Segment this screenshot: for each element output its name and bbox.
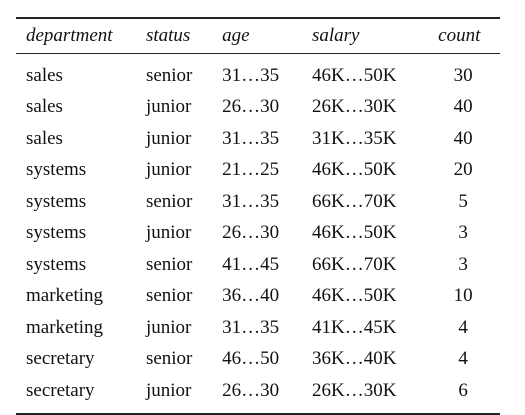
cell-salary: 41K…45K	[311, 316, 397, 338]
cell-department: secretary	[26, 379, 95, 401]
cell-age: 31…35	[222, 190, 280, 212]
cell-salary: 26K…30K	[311, 379, 397, 401]
cell-salary: 66K…70K	[311, 253, 397, 275]
cell-status: junior	[145, 96, 192, 118]
cell-age: 26…30	[222, 96, 280, 118]
table-row: systems junior 26…30 46K…50K 3	[16, 218, 500, 250]
cell-count: 30	[453, 64, 473, 86]
cell-count: 3	[458, 253, 468, 275]
cell-status: junior	[145, 379, 192, 401]
cell-age: 46…50	[222, 348, 280, 370]
cell-count: 5	[458, 190, 468, 212]
cell-department: secretary	[26, 348, 95, 370]
header-count: count	[438, 25, 481, 46]
cell-age: 36…40	[222, 285, 280, 307]
cell-age: 26…30	[222, 222, 280, 244]
table-row: secretary junior 26…30 26K…30K 6	[16, 375, 500, 414]
table-row: sales junior 26…30 26K…30K 40	[16, 92, 500, 124]
cell-count: 4	[458, 316, 468, 338]
table-row: sales junior 31…35 31K…35K 40	[16, 123, 500, 155]
table-row: systems senior 31…35 66K…70K 5	[16, 186, 500, 218]
cell-salary: 46K…50K	[311, 159, 397, 181]
employee-table: department status age salary count sales…	[16, 17, 500, 415]
cell-department: systems	[26, 190, 87, 212]
header-age: age	[222, 25, 250, 46]
cell-age: 21…25	[222, 159, 280, 181]
cell-status: junior	[145, 159, 192, 181]
cell-count: 6	[458, 379, 468, 401]
header-department: department	[26, 25, 113, 46]
cell-status: junior	[145, 222, 192, 244]
table-row: secretary senior 46…50 36K…40K 4	[16, 344, 500, 376]
cell-department: sales	[26, 96, 63, 118]
cell-age: 26…30	[222, 379, 280, 401]
cell-department: sales	[26, 127, 63, 149]
table-body: sales senior 31…35 46K…50K 30 sales juni…	[16, 54, 500, 414]
cell-age: 41…45	[222, 253, 280, 275]
cell-department: systems	[26, 222, 87, 244]
cell-salary: 36K…40K	[311, 348, 397, 370]
cell-status: senior	[145, 285, 193, 307]
table-row: sales senior 31…35 46K…50K 30	[16, 54, 500, 92]
cell-status: senior	[145, 253, 193, 275]
cell-salary: 46K…50K	[311, 64, 397, 86]
header-salary: salary	[311, 25, 360, 46]
table-row: systems senior 41…45 66K…70K 3	[16, 249, 500, 281]
table-row: systems junior 21…25 46K…50K 20	[16, 155, 500, 187]
cell-salary: 66K…70K	[311, 190, 397, 212]
cell-department: systems	[26, 253, 87, 275]
cell-count: 10	[453, 285, 473, 307]
cell-count: 20	[453, 159, 473, 181]
table-row: marketing senior 36…40 46K…50K 10	[16, 281, 500, 313]
cell-count: 40	[453, 127, 473, 149]
cell-status: senior	[145, 64, 193, 86]
header-status: status	[145, 25, 191, 46]
cell-count: 3	[458, 222, 468, 244]
table-row: marketing junior 31…35 41K…45K 4	[16, 312, 500, 344]
data-table-container: department status age salary count sales…	[16, 17, 500, 415]
cell-status: senior	[145, 348, 193, 370]
header-row: department status age salary count	[16, 18, 500, 54]
cell-count: 40	[453, 96, 473, 118]
cell-department: marketing	[26, 285, 104, 307]
table-header: department status age salary count	[16, 18, 500, 54]
cell-department: sales	[26, 64, 63, 86]
cell-department: marketing	[26, 316, 104, 338]
cell-salary: 31K…35K	[311, 127, 397, 149]
cell-count: 4	[458, 348, 468, 370]
cell-status: junior	[145, 316, 192, 338]
cell-department: systems	[26, 159, 87, 181]
cell-age: 31…35	[222, 316, 280, 338]
cell-age: 31…35	[222, 127, 280, 149]
cell-salary: 26K…30K	[311, 96, 397, 118]
cell-status: senior	[145, 190, 193, 212]
cell-status: junior	[145, 127, 192, 149]
cell-salary: 46K…50K	[311, 285, 397, 307]
cell-age: 31…35	[222, 64, 280, 86]
cell-salary: 46K…50K	[311, 222, 397, 244]
